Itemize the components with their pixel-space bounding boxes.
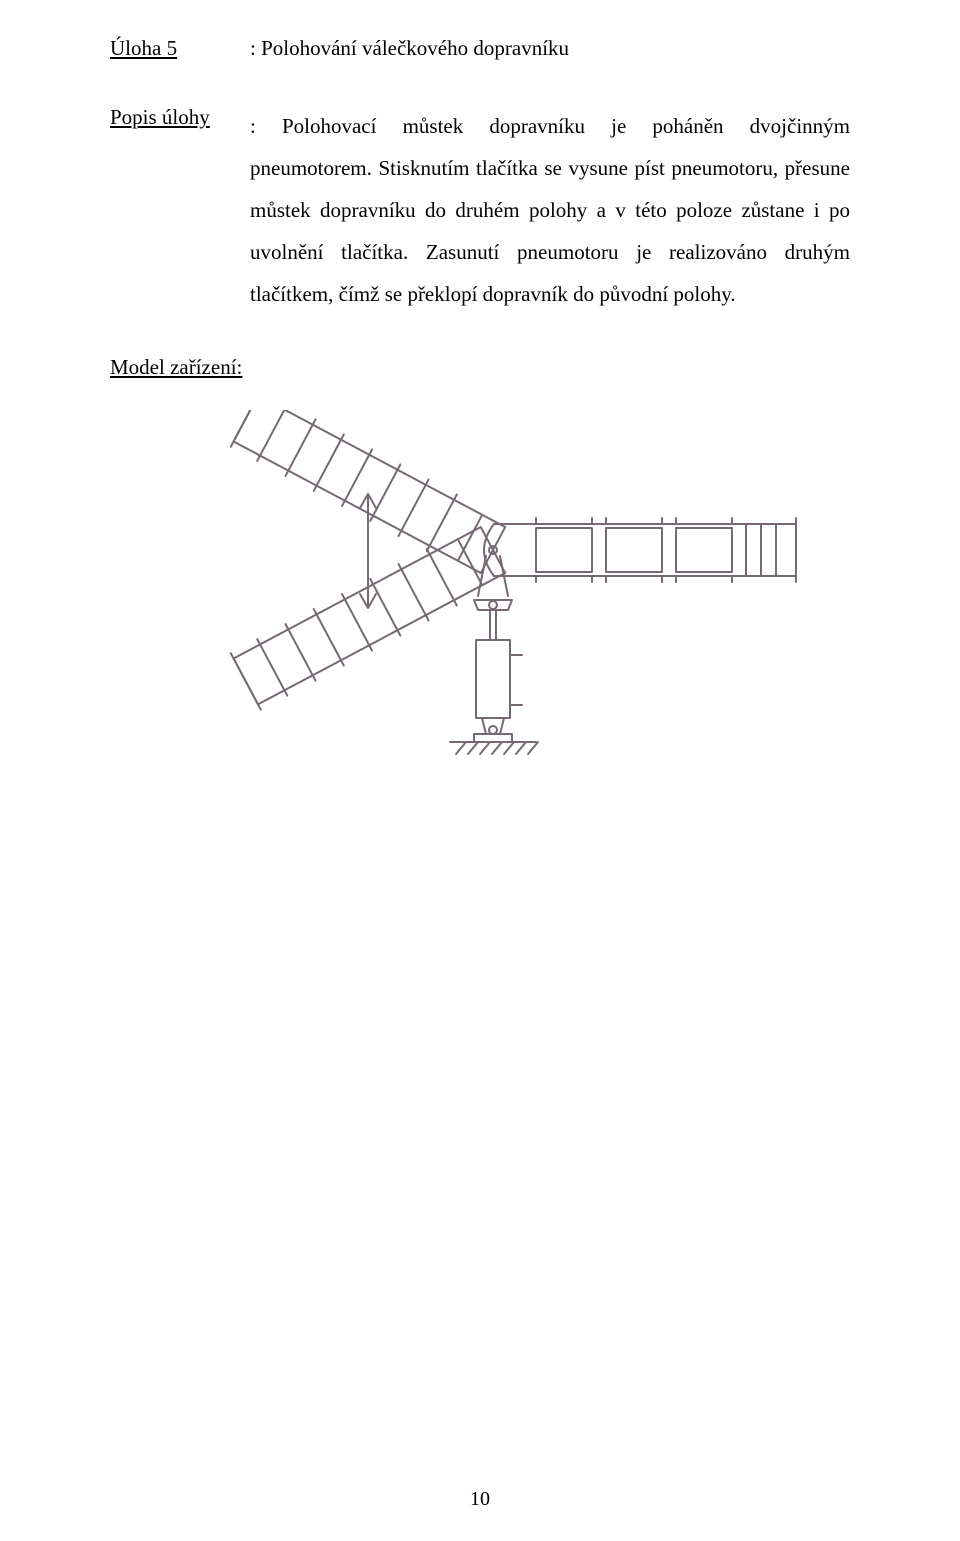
page: Úloha 5 : Polohování válečkového dopravn… bbox=[0, 0, 960, 1541]
description-row: Popis úlohy : Polohovací můstek dopravní… bbox=[110, 105, 850, 315]
task-row: Úloha 5 : Polohování válečkového dopravn… bbox=[110, 36, 850, 61]
description-text: : Polohovací můstek dopravníku je poháně… bbox=[250, 105, 850, 315]
page-number: 10 bbox=[0, 1488, 960, 1511]
task-title-text: Polohování válečkového dopravníku bbox=[261, 36, 569, 60]
description-body: Polohovací můstek dopravníku je poháněn … bbox=[250, 114, 850, 306]
task-label: Úloha 5 bbox=[110, 36, 250, 61]
description-label: Popis úlohy bbox=[110, 105, 250, 130]
conveyor-diagram bbox=[160, 410, 800, 790]
task-title: : Polohování válečkového dopravníku bbox=[250, 36, 569, 61]
figure-container bbox=[110, 410, 850, 790]
model-section-label: Model zařízení: bbox=[110, 355, 850, 380]
description-prefix: : bbox=[250, 114, 282, 138]
task-title-prefix: : bbox=[250, 36, 261, 60]
